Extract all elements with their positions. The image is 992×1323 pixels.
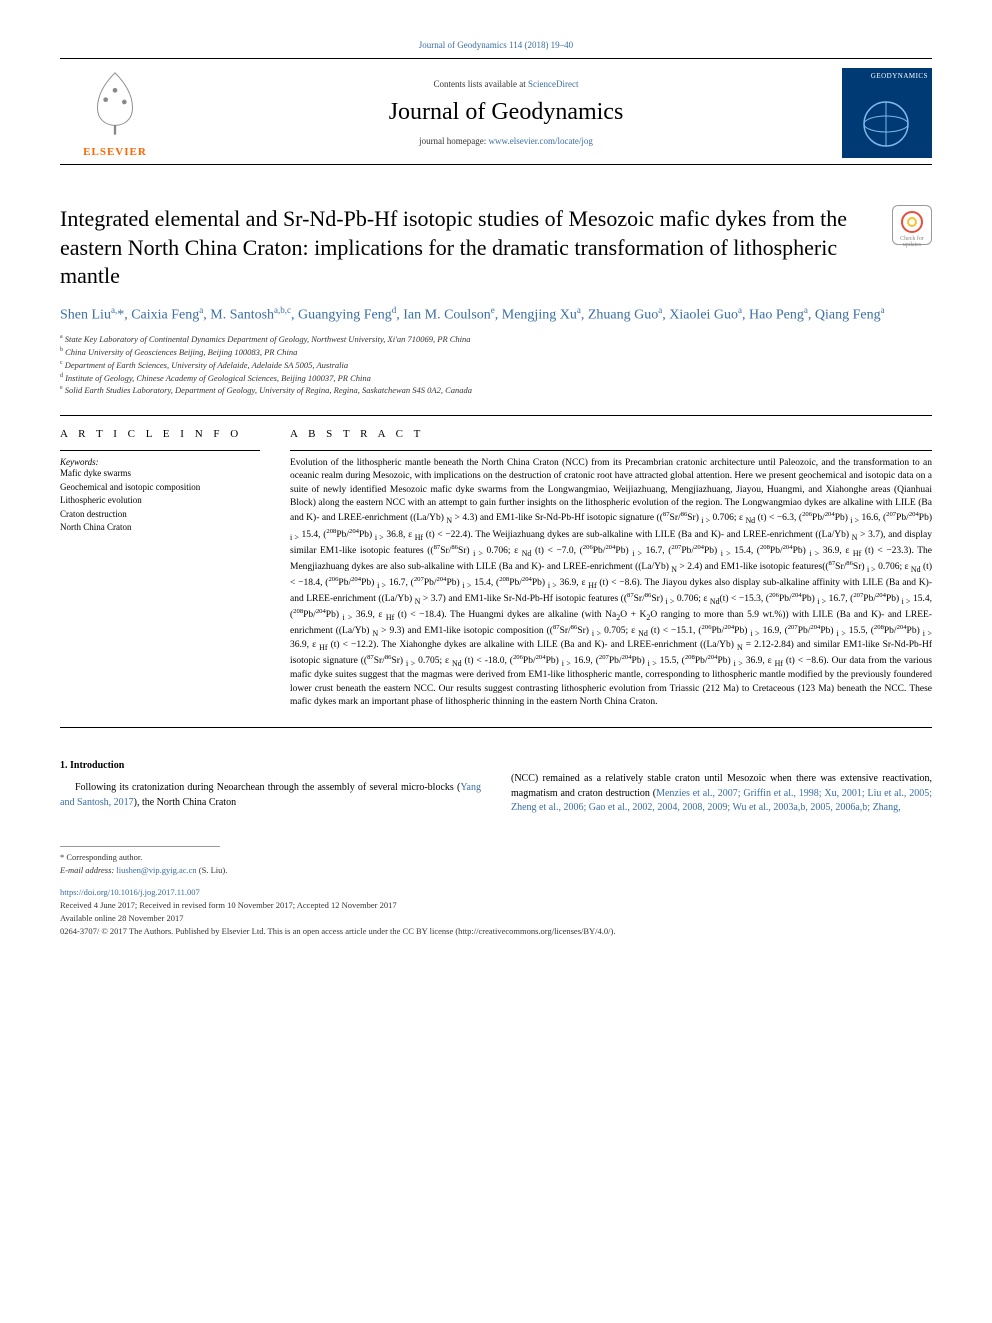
article-title: Integrated elemental and Sr-Nd-Pb-Hf iso… (60, 205, 872, 291)
journal-homepage-link[interactable]: www.elsevier.com/locate/jog (489, 136, 593, 146)
affiliation-item: d Institute of Geology, Chinese Academy … (60, 372, 932, 385)
sciencedirect-link[interactable]: ScienceDirect (528, 79, 578, 89)
abstract-heading: A B S T R A C T (290, 428, 932, 440)
keywords-list: Mafic dyke swarmsGeochemical and isotopi… (60, 467, 260, 535)
journal-name: Journal of Geodynamics (170, 99, 842, 126)
received-dates: Received 4 June 2017; Received in revise… (60, 899, 932, 912)
cover-label: GEODYNAMICS (846, 72, 928, 80)
intro-text-left: Following its cratonization during Neoar… (75, 782, 460, 793)
affiliation-item: a State Key Laboratory of Continental Dy… (60, 333, 932, 346)
affiliations-list: a State Key Laboratory of Continental Dy… (60, 333, 932, 397)
cover-graphic-icon (846, 94, 926, 154)
affiliation-item: c Department of Earth Sciences, Universi… (60, 359, 932, 372)
keywords-label: Keywords: (60, 457, 260, 467)
authors-list: Shen Liua,*, Caixia Fenga, M. Santosha,b… (60, 305, 932, 324)
journal-cover-thumbnail: GEODYNAMICS (842, 68, 932, 158)
contents-prefix: Contents lists available at (434, 79, 528, 89)
homepage-prefix: journal homepage: (419, 136, 488, 146)
keyword-item: Geochemical and isotopic composition (60, 481, 260, 495)
article-info-heading: A R T I C L E I N F O (60, 428, 260, 440)
keyword-item: Lithospheric evolution (60, 494, 260, 508)
keyword-item: Mafic dyke swarms (60, 467, 260, 481)
elsevier-wordmark: ELSEVIER (60, 146, 170, 158)
affiliation-item: b China University of Geosciences Beijin… (60, 346, 932, 359)
author-email-link[interactable]: liushen@vip.gyig.ac.cn (116, 865, 196, 875)
email-label: E-mail address: (60, 865, 116, 875)
abstract-text: Evolution of the lithospheric mantle ben… (290, 457, 932, 709)
crossmark-label: Check for updates (900, 236, 924, 248)
intro-para-left: Following its cratonization during Neoar… (60, 781, 481, 810)
crossmark-icon (900, 210, 924, 234)
corresponding-author: * Corresponding author. (60, 851, 932, 864)
keyword-item: North China Craton (60, 521, 260, 535)
footer-block: * Corresponding author. E-mail address: … (60, 846, 932, 938)
affiliation-item: e Solid Earth Studies Laboratory, Depart… (60, 384, 932, 397)
elsevier-tree-icon (80, 67, 150, 137)
available-online: Available online 28 November 2017 (60, 912, 932, 925)
email-line: E-mail address: liushen@vip.gyig.ac.cn (… (60, 864, 932, 877)
publisher-logo-block: ELSEVIER (60, 67, 170, 158)
contents-available-line: Contents lists available at ScienceDirec… (170, 79, 842, 89)
running-header: Journal of Geodynamics 114 (2018) 19–40 (60, 40, 932, 50)
introduction-heading: 1. Introduction (60, 760, 481, 771)
license-line: 0264-3707/ © 2017 The Authors. Published… (60, 925, 932, 938)
journal-header: ELSEVIER Contents lists available at Sci… (60, 58, 932, 165)
doi-link[interactable]: https://doi.org/10.1016/j.jog.2017.11.00… (60, 887, 200, 897)
intro-text-left-after: ), the North China Craton (134, 797, 236, 808)
email-suffix: (S. Liu). (197, 865, 228, 875)
keyword-item: Craton destruction (60, 508, 260, 522)
intro-para-right: (NCC) remained as a relatively stable cr… (511, 772, 932, 816)
journal-homepage-line: journal homepage: www.elsevier.com/locat… (170, 136, 842, 146)
crossmark-badge[interactable]: Check for updates (892, 205, 932, 245)
